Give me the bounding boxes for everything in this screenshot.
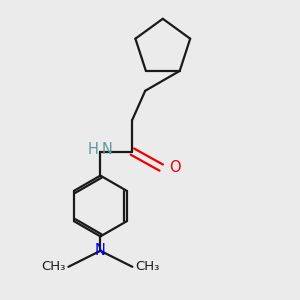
Text: O: O <box>169 160 181 175</box>
Text: CH₃: CH₃ <box>135 260 159 273</box>
Text: N: N <box>95 243 106 258</box>
Text: CH₃: CH₃ <box>41 260 66 273</box>
Text: H: H <box>88 142 99 158</box>
Text: N: N <box>102 142 113 158</box>
